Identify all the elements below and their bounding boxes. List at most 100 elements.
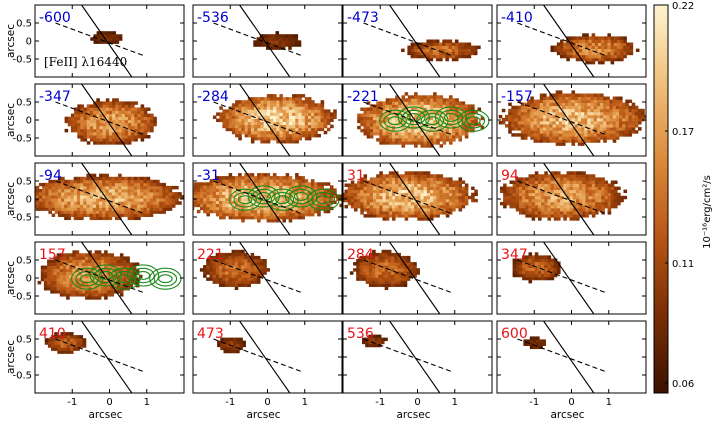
emission-pixel [530,124,534,128]
emission-pixel [445,48,449,53]
emission-pixel [67,119,72,124]
emission-pixel [102,113,107,118]
emission-pixel [543,102,547,107]
emission-pixel [588,51,592,56]
emission-pixel [577,105,582,110]
emission-pixel [562,121,566,125]
emission-pixel [317,115,321,119]
emission-pixel [35,195,37,199]
emission-pixel [607,57,611,62]
emission-pixel [260,206,264,211]
emission-pixel [272,212,277,217]
emission-pixel [285,194,290,198]
emission-pixel [269,94,274,98]
emission-pixel [550,45,555,50]
emission-pixel [266,176,271,180]
emission-pixel [121,138,126,142]
emission-pixel [563,189,567,194]
emission-pixel [295,182,299,186]
emission-pixel [263,97,268,101]
emission-pixel [259,43,264,47]
emission-pixel [449,110,453,115]
emission-pixel [301,133,306,138]
emission-pixel [96,122,100,127]
emission-pixel [146,116,151,121]
emission-pixel [430,138,434,142]
emission-pixel [292,127,296,132]
emission-pixel [298,118,302,123]
emission-pixel [560,51,564,56]
emission-pixel [395,104,399,108]
emission-pixel [257,191,261,195]
emission-pixel [80,204,84,208]
emission-pixel [350,183,355,187]
emission-pixel [376,211,380,215]
emission-pixel [200,194,204,198]
emission-pixel [317,109,321,113]
emission-pixel [607,39,611,43]
emission-pixel [301,118,306,123]
emission-pixel [102,216,106,221]
emission-pixel [152,195,157,199]
emission-pixel [591,45,596,50]
emission-pixel [591,177,596,181]
emission-pixel [622,117,626,122]
emission-pixel [292,121,296,126]
emission-pixel [404,104,409,108]
emission-pixel [539,127,544,131]
emission-pixel [376,192,380,197]
emission-pixel [385,141,390,145]
emission-pixel [347,183,352,187]
emission-pixel [140,125,145,130]
emission-pixel [326,115,331,119]
emission-pixel [282,185,286,189]
emission-pixel [629,45,634,50]
emission-pixel [104,290,108,294]
emission-pixel [607,208,612,212]
emission-pixel [257,106,261,110]
emission-pixel [109,37,113,41]
emission-pixel [215,194,220,198]
emission-pixel [414,186,418,191]
emission-pixel [398,101,402,105]
emission-pixel [373,128,377,133]
emission-pixel [77,135,81,139]
emission-pixel [376,204,380,209]
emission-pixel [260,127,264,132]
emission-pixel [433,211,437,215]
emission-pixel [102,195,106,199]
emission-pixel [131,116,135,121]
emission-pixel [600,96,604,100]
emission-pixel [395,208,399,212]
jet-axis-line [239,83,291,157]
emission-pixel [543,127,547,131]
emission-pixel [100,256,105,260]
emission-pixel [222,200,226,205]
emission-pixel [291,194,296,198]
emission-pixel [452,189,456,194]
emission-pixel [604,180,609,184]
emission-pixel [470,51,475,56]
emission-pixel [401,132,406,136]
emission-pixel [263,100,268,104]
emission-pixel [354,183,358,187]
emission-pixel [536,121,541,125]
emission-pixel [250,130,255,135]
emission-pixel [47,287,51,291]
emission-pixel [461,45,465,50]
emission-pixel [568,105,572,110]
emission-pixel [445,128,450,133]
channel-panel: -536 [192,4,343,78]
emission-pixel [593,130,598,134]
emission-pixel [594,45,599,50]
emission-pixel [162,210,166,214]
emission-pixel [282,127,287,132]
emission-pixel [238,109,242,113]
emission-pixel [477,122,482,127]
emission-pixel [442,122,447,127]
emission-pixel [228,109,233,113]
emission-pixel [557,177,561,181]
emission-pixel [121,135,126,139]
emission-pixel [81,259,86,263]
emission-pixel [127,128,132,133]
